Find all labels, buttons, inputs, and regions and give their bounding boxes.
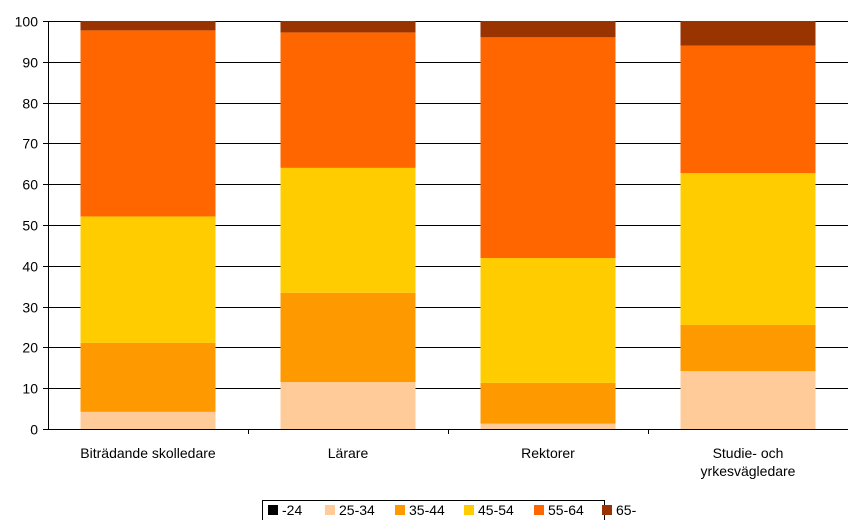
bar-segment: [80, 342, 216, 412]
legend-label: 45-54: [478, 502, 514, 518]
y-tick-label: 70: [22, 136, 38, 152]
bar-segment: [680, 21, 816, 46]
bar-segment: [280, 21, 416, 33]
legend: -24 25-34 35-44 45-54 55-64 65-: [262, 500, 637, 520]
y-tick-label: 100: [15, 14, 39, 30]
category-label: Lärare: [328, 445, 369, 461]
bar-segment: [80, 30, 216, 217]
bar-segment: [480, 37, 616, 259]
category-label: yrkesvägledare: [701, 463, 796, 479]
category-label: Rektorer: [521, 445, 575, 461]
legend-swatch: [534, 505, 544, 515]
bar-segment: [280, 167, 416, 293]
y-tick-label: 80: [22, 96, 38, 112]
legend-swatch: [325, 505, 335, 515]
y-tick-label: 20: [22, 340, 38, 356]
bar-segment: [480, 382, 616, 424]
y-tick-label: 50: [22, 218, 38, 234]
bar-segment: [680, 324, 816, 372]
legend-label: 25-34: [339, 502, 375, 518]
y-tick-label: 0: [30, 422, 38, 438]
legend-label: -24: [282, 502, 302, 518]
bar-segment: [280, 292, 416, 383]
x-axis-categories: Biträdande skolledare Lärare Rektorer Studi…: [80, 445, 795, 479]
legend-swatch: [602, 505, 612, 515]
bar-segment: [280, 32, 416, 168]
bars: [80, 21, 816, 429]
y-tick-label: 10: [22, 381, 38, 397]
y-tick-label: 40: [22, 259, 38, 275]
bar-segment: [480, 21, 616, 38]
legend-swatch: [268, 505, 278, 515]
bar-segment: [280, 382, 416, 429]
bar-segment: [480, 423, 616, 429]
legend-label: 65-: [616, 502, 637, 518]
bar-segment: [80, 216, 216, 343]
bar-segment: [680, 371, 816, 429]
y-tick-label: 60: [22, 177, 38, 193]
legend-label: 55-64: [548, 502, 584, 518]
legend-label: 35-44: [409, 502, 445, 518]
category-label: Studie- och: [713, 445, 784, 461]
y-tick-label: 90: [22, 55, 38, 71]
bar-segment: [80, 411, 216, 429]
bar-segment: [680, 45, 816, 174]
category-label: Biträdande skolledare: [80, 445, 216, 461]
bar-segment: [80, 21, 216, 31]
y-axis-ticks: 0 10 20 30 40 50 60 70 80 90 100: [15, 14, 48, 438]
bar-segment: [680, 173, 816, 325]
axes: [48, 21, 848, 434]
y-tick-label: 30: [22, 300, 38, 316]
legend-swatch: [464, 505, 474, 515]
bar-segment: [480, 258, 616, 383]
legend-swatch: [395, 505, 405, 515]
